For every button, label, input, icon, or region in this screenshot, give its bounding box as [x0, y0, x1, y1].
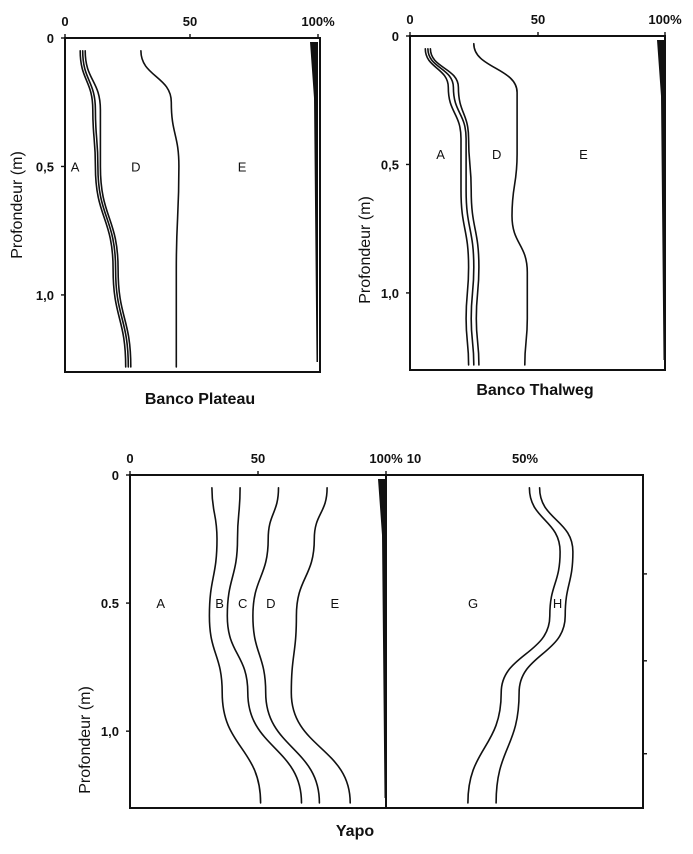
- x-tick-label: 50: [531, 12, 545, 27]
- panel-title: Banco Plateau: [145, 391, 255, 408]
- y-tick-label: 0,5: [381, 157, 399, 172]
- boundary-curve-1: [208, 487, 262, 804]
- zone-label-a: A: [436, 147, 445, 162]
- boundary-curve-4: [290, 487, 351, 804]
- boundary-curve-4: [140, 50, 180, 368]
- zone-label-e: E: [579, 147, 588, 162]
- y-tick-label: 0: [392, 29, 399, 44]
- boundary-curve-2: [226, 487, 303, 804]
- boundary-curve-4: [473, 42, 529, 366]
- x-tick-label: 100%: [648, 12, 682, 27]
- x-tick-label: 50: [251, 451, 265, 466]
- x-tick-label: 50: [183, 14, 197, 29]
- x-tick-label-right: 10: [407, 451, 421, 466]
- y-tick-label: 0: [112, 468, 119, 483]
- zone-label-e: E: [330, 596, 339, 611]
- y-tick-label: 0,5: [36, 159, 54, 174]
- zone-label-d: D: [492, 147, 501, 162]
- boundary-curve-1: [79, 50, 127, 368]
- y-tick-label: 1,0: [36, 288, 54, 303]
- zone-label-g: G: [468, 596, 478, 611]
- zone-label-d: D: [131, 159, 140, 174]
- panel-title: Banco Thalweg: [476, 382, 593, 399]
- y-axis-label: Profondeur (m): [77, 686, 94, 794]
- boundary-curve-6: [495, 487, 574, 804]
- x-tick-label: 0: [126, 451, 133, 466]
- x-tick-label: 0: [61, 14, 68, 29]
- plot-frame-1: [64, 37, 321, 373]
- panel-title: Yapo: [336, 823, 374, 840]
- boundary-curve-3: [84, 50, 132, 368]
- zone-label-h: H: [553, 596, 562, 611]
- boundary-curve-2: [427, 48, 475, 366]
- zone-label-e: E: [238, 159, 247, 174]
- y-tick-label: 1,0: [101, 724, 119, 739]
- y-tick-label: 1,0: [381, 286, 399, 301]
- surface-fraction-wedge: [657, 40, 665, 360]
- surface-fraction-wedge: [378, 479, 386, 798]
- zone-label-a: A: [156, 596, 165, 611]
- y-axis-label: Profondeur (m): [9, 151, 26, 259]
- boundary-curve-1: [424, 48, 470, 366]
- zone-label-b: B: [215, 596, 224, 611]
- boundary-curve-2: [81, 50, 130, 368]
- zone-label-d: D: [266, 596, 275, 611]
- y-tick-label: 0.5: [101, 596, 119, 611]
- boundary-curve-3: [429, 48, 480, 366]
- y-axis-label: Profondeur (m): [357, 196, 374, 304]
- x-tick-label: 0: [406, 12, 413, 27]
- x-tick-label: 100%: [301, 14, 335, 29]
- x-tick-label-right: 50%: [512, 451, 538, 466]
- surface-fraction-wedge: [310, 42, 318, 362]
- boundary-curve-5: [467, 487, 561, 804]
- zone-label-a: A: [71, 159, 80, 174]
- y-tick-label: 0: [47, 31, 54, 46]
- boundary-curve-3: [252, 487, 321, 804]
- zone-label-c: C: [238, 596, 247, 611]
- x-tick-label: 100%: [369, 451, 403, 466]
